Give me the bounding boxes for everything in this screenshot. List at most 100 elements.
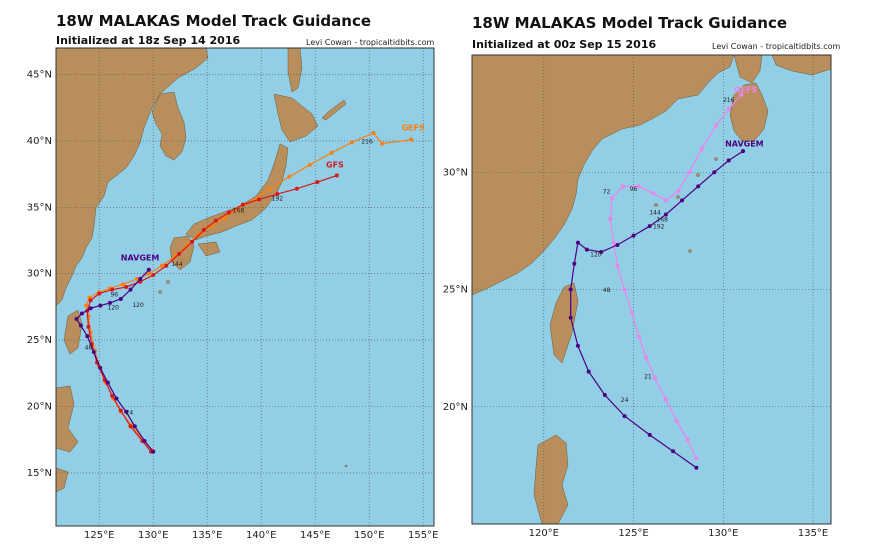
track-point bbox=[568, 315, 573, 320]
track-point bbox=[685, 437, 690, 442]
y-tick-label: 15°N bbox=[27, 468, 52, 479]
track-point bbox=[267, 186, 272, 191]
shikoku bbox=[197, 241, 221, 257]
track-point bbox=[177, 251, 182, 256]
track-point bbox=[687, 170, 692, 175]
track-point bbox=[226, 210, 231, 215]
track-point bbox=[88, 306, 93, 311]
ryukyu-island bbox=[676, 195, 680, 199]
y-tick-label: 25°N bbox=[443, 285, 468, 296]
x-tick-label: 140°E bbox=[246, 530, 276, 541]
left-panel-subtitle: Initialized at 18z Sep 14 2016 bbox=[56, 34, 241, 47]
y-tick-label: 20°N bbox=[27, 402, 52, 413]
track-point bbox=[213, 218, 218, 223]
forecast-hour-label: 168 bbox=[657, 216, 669, 223]
left-panel-credit: Levi Cowan - tropicaltidbits.com bbox=[306, 38, 435, 47]
x-tick-label: 155°E bbox=[408, 530, 438, 541]
track-point bbox=[671, 449, 676, 454]
left-axis-ticks: 125°E 130°E 135°E 140°E 145°E 150°E 155°E 15°N 2… bbox=[27, 70, 439, 541]
track-point bbox=[105, 380, 110, 385]
korea bbox=[151, 91, 187, 161]
y-tick-label: 30°N bbox=[443, 167, 468, 178]
y-tick-label: 35°N bbox=[27, 202, 52, 213]
track-point bbox=[371, 130, 376, 135]
forecast-hour-label: 120 bbox=[590, 252, 602, 259]
track-point bbox=[110, 287, 115, 292]
track-point bbox=[741, 149, 746, 154]
y-tick-label: 20°N bbox=[443, 402, 468, 413]
china-mainland bbox=[55, 47, 209, 307]
track-gefs: GEFS bbox=[608, 86, 758, 461]
track-point bbox=[334, 173, 339, 178]
track-point bbox=[98, 303, 103, 308]
forecast-hour-label: 72 bbox=[603, 188, 611, 195]
left-panel-title: 18W MALAKAS Model Track Guidance bbox=[56, 12, 372, 30]
forecast-hour-label: 48 bbox=[603, 287, 611, 294]
luzon bbox=[55, 385, 79, 453]
y-tick-label: 40°N bbox=[27, 136, 52, 147]
track-point bbox=[287, 174, 292, 179]
track-point bbox=[294, 186, 299, 191]
track-point bbox=[696, 184, 701, 189]
track-point bbox=[699, 146, 704, 151]
track-point bbox=[663, 397, 668, 402]
track-point bbox=[124, 409, 129, 414]
forecast-hour-label: 216 bbox=[361, 139, 373, 146]
track-point bbox=[79, 311, 84, 316]
track-point bbox=[138, 277, 143, 282]
track-point bbox=[575, 343, 580, 348]
track-gfs: 192 GFS bbox=[85, 161, 344, 454]
track-point bbox=[164, 263, 169, 268]
track-point bbox=[315, 180, 320, 185]
track-navgem: NAVGEM bbox=[74, 253, 159, 454]
track-point bbox=[124, 285, 129, 289]
forecast-hour-label: 120 bbox=[132, 302, 144, 309]
track-point bbox=[120, 282, 125, 287]
ryukyu-island bbox=[714, 157, 718, 161]
track-point bbox=[307, 162, 312, 167]
track-point bbox=[329, 150, 334, 155]
track-point bbox=[98, 365, 103, 370]
forecast-hour-label: 168 bbox=[233, 208, 245, 215]
x-tick-label: 125°E bbox=[618, 528, 648, 539]
forecast-hour-label: 96 bbox=[630, 186, 638, 193]
track-point bbox=[74, 316, 79, 321]
track-point bbox=[128, 424, 133, 429]
track-point bbox=[201, 227, 206, 232]
track-point bbox=[636, 184, 641, 189]
x-tick-label: 130°E bbox=[138, 530, 168, 541]
ryukyu-island bbox=[654, 203, 658, 207]
forecast-hour-label: 24 bbox=[126, 409, 134, 416]
ryukyu-island bbox=[688, 249, 692, 253]
track-point bbox=[108, 300, 112, 305]
track-point bbox=[568, 287, 573, 292]
x-tick-label: 125°E bbox=[84, 530, 114, 541]
track-point bbox=[118, 408, 123, 413]
y-tick-label: 30°N bbox=[27, 269, 52, 280]
track-point bbox=[663, 212, 668, 217]
track-point bbox=[608, 217, 613, 222]
forecast-hour-label: 120 bbox=[108, 305, 120, 312]
luzon bbox=[533, 434, 569, 525]
track-point bbox=[622, 414, 627, 419]
track-point bbox=[622, 287, 627, 292]
track-point bbox=[694, 456, 699, 461]
x-tick-label: 135°E bbox=[192, 530, 222, 541]
track-point bbox=[91, 350, 96, 355]
track-line bbox=[86, 174, 337, 452]
track-point bbox=[599, 249, 604, 254]
track-point bbox=[575, 240, 580, 245]
track-point bbox=[631, 233, 636, 238]
track-point bbox=[142, 439, 147, 444]
model-name-label: GFS bbox=[326, 161, 344, 170]
x-tick-label: 145°E bbox=[300, 530, 330, 541]
honshu bbox=[185, 143, 289, 241]
track-point bbox=[110, 393, 115, 398]
track-point bbox=[620, 184, 625, 189]
track-point bbox=[118, 296, 123, 301]
right-graticule bbox=[472, 55, 831, 524]
track-point bbox=[146, 271, 151, 276]
track-point bbox=[602, 393, 607, 398]
forecast-hour-label: 192 bbox=[272, 196, 284, 203]
